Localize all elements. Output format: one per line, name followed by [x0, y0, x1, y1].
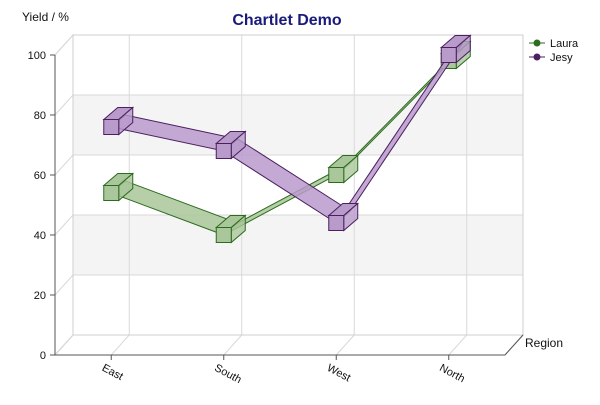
y-tick-label: 40: [34, 230, 46, 242]
legend: Laura Jesy: [529, 38, 579, 64]
grid-line-x-floor: [223, 334, 243, 356]
x-tick-label: West: [325, 362, 353, 384]
legend-swatch-dot: [533, 39, 541, 47]
grid-line-y-side: [54, 34, 74, 56]
marker-front: [103, 185, 120, 201]
grid-line-x-floor: [448, 334, 468, 356]
plot-background: [53, 33, 525, 357]
series-jesy: [102, 34, 472, 232]
plot-back-wall: [72, 34, 524, 336]
y-axis-label: Yield / %: [22, 10, 69, 24]
grid-line-y-side: [54, 94, 74, 116]
grid-line-y-side: [54, 214, 74, 236]
x-axis-label: Region: [525, 336, 563, 350]
legend-label: Jesy: [550, 52, 573, 64]
grid-line-x-floor: [110, 334, 130, 356]
grid-line-x-floor: [335, 334, 355, 356]
data-point: [102, 172, 135, 202]
plot-floor: [53, 334, 525, 356]
y-tick-label: 0: [40, 350, 46, 362]
x-tick-label: East: [100, 362, 125, 383]
wall-band: [73, 275, 523, 335]
y-tick-label: 20: [34, 290, 46, 302]
data-point: [327, 154, 360, 184]
chart-title: Chartlet Demo: [232, 12, 342, 29]
grid-line-y-side: [54, 334, 74, 356]
legend-swatch-dot: [533, 53, 541, 61]
marker-front: [328, 167, 345, 183]
series-laura: [102, 40, 472, 244]
data-point: [439, 34, 472, 64]
y-tick-label: 100: [28, 50, 46, 62]
marker-front: [328, 215, 345, 231]
y-tick-label: 80: [34, 110, 46, 122]
legend-label: Laura: [550, 38, 579, 50]
marker-front: [440, 47, 457, 63]
data-point: [214, 214, 247, 244]
series-area: [102, 34, 472, 244]
data-point: [214, 130, 247, 160]
marker-front: [215, 143, 232, 159]
grid-line-y-side: [54, 154, 74, 176]
grid: [54, 34, 524, 356]
wall-band: [73, 215, 523, 275]
x-axis-depth: [504, 334, 524, 356]
x-tick-label: North: [437, 362, 466, 385]
grid-line-y-side: [54, 274, 74, 296]
plot-left-wall: [54, 33, 74, 357]
marker-front: [215, 227, 232, 243]
marker-front: [103, 119, 120, 135]
x-tick-label: South: [212, 362, 243, 386]
data-point: [102, 106, 135, 136]
data-point: [327, 202, 360, 232]
y-tick-label: 60: [34, 170, 46, 182]
